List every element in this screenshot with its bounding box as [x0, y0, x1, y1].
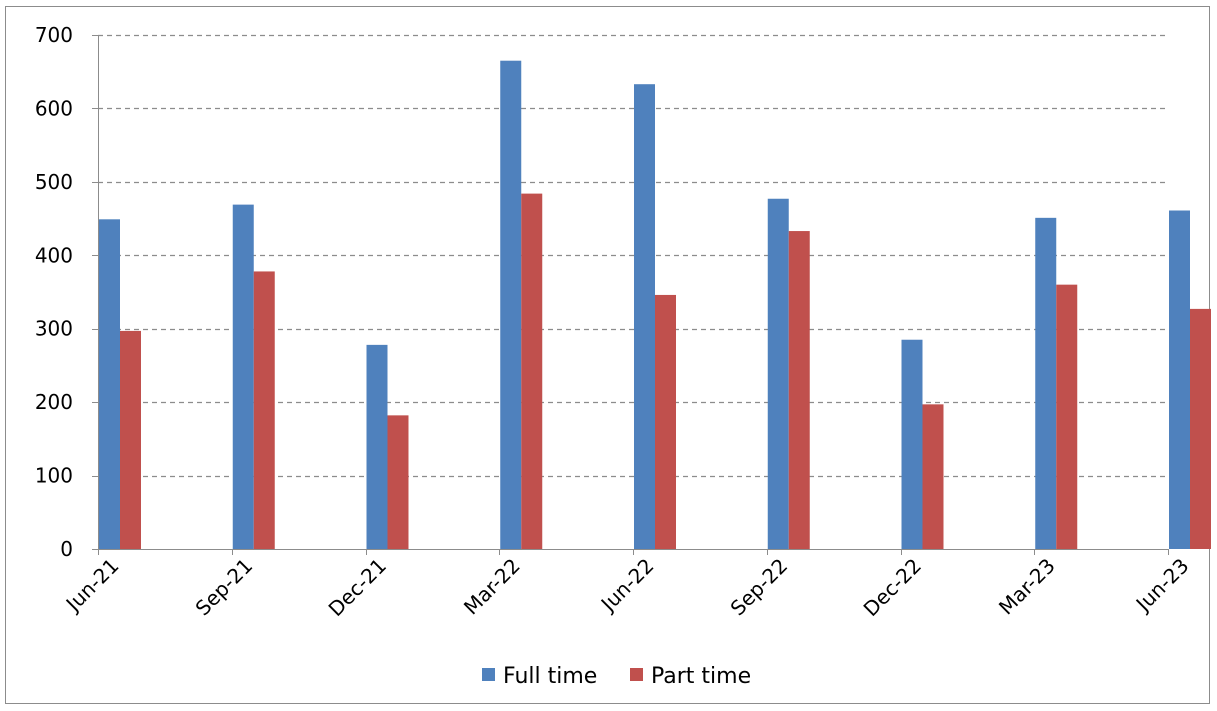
y-tick-label-700: 700: [35, 23, 73, 47]
y-tick-label-300: 300: [35, 317, 73, 341]
x-tick-label-dec-21: Dec-21: [324, 554, 391, 621]
y-tick-label-400: 400: [35, 243, 73, 267]
y-tick-label-100: 100: [35, 464, 73, 488]
bar-full-time-dec-21: [366, 344, 388, 549]
bar-full-time-jun-22: [634, 84, 655, 549]
x-tick-label-jun-21: Jun-21: [60, 554, 124, 618]
y-tick-label-500: 500: [35, 170, 73, 194]
bar-part-time-jun-23: [1190, 308, 1211, 549]
bar-full-time-jun-23: [1169, 210, 1190, 549]
bar-full-time-dec-22: [901, 339, 923, 549]
axes: [92, 35, 1169, 555]
bar-full-time-jun-21: [99, 219, 120, 549]
x-tick-label-mar-23: Mar-23: [994, 554, 1060, 620]
bar-part-time-sep-22: [788, 231, 810, 549]
legend: Full time Part time: [482, 664, 751, 689]
bar-part-time-sep-21: [253, 271, 275, 549]
bar-full-time-mar-22: [500, 60, 522, 549]
bar-full-time-sep-22: [767, 198, 789, 549]
x-tick-label-jun-22: Jun-22: [595, 554, 659, 618]
y-tick-label-600: 600: [35, 96, 73, 120]
bar-part-time-mar-22: [521, 193, 543, 549]
bar-full-time-mar-23: [1035, 217, 1057, 549]
gridlines: [98, 34, 1168, 478]
bar-full-time-sep-21: [232, 204, 254, 549]
x-tick-label-jun-23: Jun-23: [1130, 554, 1194, 618]
legend-label-full-time: Full time: [503, 664, 597, 689]
y-tick-label-200: 200: [35, 390, 73, 414]
bar-part-time-jun-21: [120, 330, 141, 549]
legend-swatch-part-time: [630, 668, 643, 681]
legend-label-part-time: Part time: [651, 664, 751, 689]
bar-part-time-jun-22: [655, 294, 676, 549]
bar-part-time-dec-21: [387, 415, 409, 549]
x-tick-label-sep-21: Sep-21: [191, 554, 258, 621]
bar-part-time-dec-22: [922, 404, 944, 549]
x-tick-label-mar-22: Mar-22: [459, 554, 525, 620]
legend-swatch-full-time: [482, 668, 495, 681]
chart-frame: 0 100 200 300 400 500 600 700 Jun-21 Sep-21 Dec-2…: [5, 6, 1211, 704]
x-axis-tick-labels: Jun-21 Sep-21 Dec-21 Mar-22 Jun-22 Sep-22 Dec-…: [60, 554, 1194, 621]
bar-part-time-mar-23: [1056, 284, 1078, 549]
bars: [99, 60, 1211, 549]
x-tick-label-dec-22: Dec-22: [859, 554, 926, 621]
y-axis-tick-labels: 0 100 200 300 400 500 600 700: [35, 23, 73, 561]
x-tick-label-sep-22: Sep-22: [726, 554, 793, 621]
y-tick-label-0: 0: [60, 537, 73, 561]
